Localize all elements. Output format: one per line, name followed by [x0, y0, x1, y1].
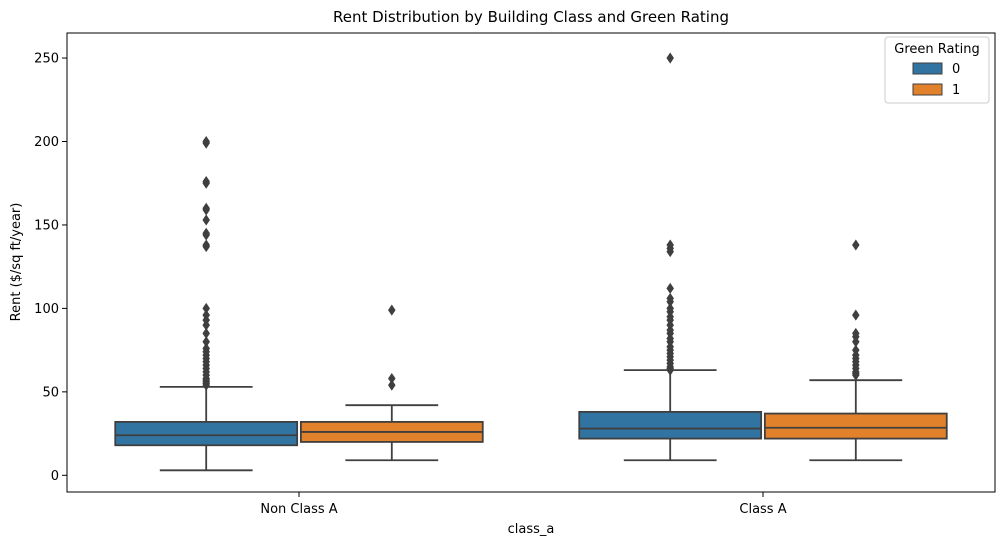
legend-entry-label: 0 — [952, 62, 960, 77]
legend-entry-label: 1 — [952, 83, 960, 98]
box-group — [578, 52, 763, 462]
box-group — [114, 135, 299, 472]
outlier-point — [202, 336, 210, 348]
x-tick-label: Non Class A — [260, 502, 337, 517]
ticks-layer: 0 50 100 150 200 250 Non Class A Class A — [34, 52, 787, 517]
outlier-point — [202, 342, 210, 354]
plot-layer — [114, 52, 948, 472]
outlier-point — [202, 135, 210, 148]
x-axis-label: class_a — [508, 522, 555, 537]
outlier-point — [202, 176, 210, 188]
outlier-point — [202, 302, 210, 314]
outlier-point — [202, 327, 210, 339]
outlier-point — [388, 379, 396, 391]
outlier-point — [202, 227, 210, 239]
legend-title: Green Rating — [894, 42, 979, 57]
outlier-point — [202, 202, 210, 214]
box — [114, 420, 299, 447]
legend: Green Rating 0 1 — [884, 36, 990, 104]
outlier-point — [202, 309, 210, 321]
outlier-point — [388, 304, 396, 316]
outlier-point — [202, 214, 210, 226]
y-tick-label: 150 — [34, 218, 59, 233]
y-axis-label: Rent ($/sq ft/year) — [9, 203, 24, 322]
outlier-point — [666, 302, 674, 314]
outlier-point — [666, 292, 674, 304]
outlier-point — [202, 239, 210, 251]
outlier-point — [852, 344, 860, 356]
outlier-point — [852, 327, 860, 339]
y-tick-label: 100 — [34, 302, 59, 317]
outlier-point — [852, 239, 860, 251]
outlier-point — [666, 282, 674, 294]
y-tick-label: 250 — [34, 52, 59, 67]
box — [578, 410, 763, 440]
legend-swatch — [912, 83, 943, 96]
box-group — [763, 239, 948, 462]
outlier-point — [666, 239, 674, 251]
box — [763, 412, 948, 440]
outlier-point — [852, 309, 860, 321]
chart-title: Rent Distribution by Building Class and … — [333, 8, 729, 26]
y-tick-label: 200 — [34, 135, 59, 150]
legend-swatch — [912, 62, 943, 75]
outlier-point — [388, 372, 396, 385]
y-tick-label: 50 — [42, 385, 59, 400]
y-tick-label: 0 — [51, 469, 59, 484]
outlier-point — [666, 52, 674, 64]
box-group — [299, 304, 484, 462]
x-tick-label: Class A — [739, 502, 786, 517]
